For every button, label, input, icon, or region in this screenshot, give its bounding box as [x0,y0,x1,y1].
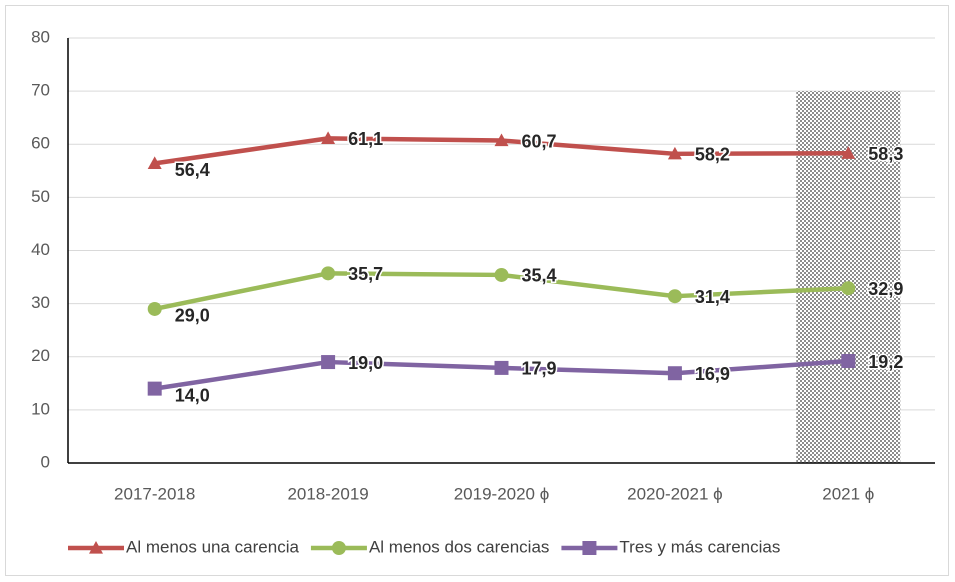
data-label: 56,4 [175,160,210,180]
marker [667,146,682,160]
data-label: 17,9 [522,359,557,379]
data-label: 61,1 [348,129,383,149]
y-tick-label: 70 [31,81,50,100]
y-tick-label: 0 [41,452,50,471]
legend-label: Tres y más carencias [619,537,780,556]
marker [494,360,509,375]
x-tick-label: 2021 ϕ [822,484,874,503]
marker [321,355,336,370]
marker [321,266,336,281]
x-tick-label: 2018-2019 [287,484,368,503]
y-tick-label: 80 [31,27,50,46]
data-label: 31,4 [695,287,730,307]
data-label: 19,0 [348,353,383,373]
x-tick-label: 2020-2021 ϕ [627,484,723,503]
marker [841,146,856,159]
data-label: 35,7 [348,264,383,284]
legend-label: Al menos dos carencias [369,537,549,556]
marker [331,541,346,555]
y-tick-label: 40 [31,240,50,259]
marker [841,354,856,368]
legend: Al menos una carencia Al menos dos carenc… [68,537,780,556]
x-tick-label: 2019-2020 ϕ [454,484,550,503]
legend-label: Al menos una carencia [126,537,299,556]
y-tick-label: 60 [31,134,50,153]
data-label: 60,7 [522,131,557,151]
data-label: 35,4 [522,266,557,286]
x-tick-label: 2017-2018 [114,484,195,503]
data-label: 19,2 [868,352,903,372]
marker [147,301,162,316]
marker [667,366,682,381]
marker [147,381,162,396]
marker [147,156,162,169]
marker [494,133,509,147]
data-label: 32,9 [868,279,903,299]
marker [321,131,336,145]
y-tick-label: 10 [31,399,50,418]
y-tick-label: 30 [31,293,50,312]
y-tick-label: 50 [31,187,50,206]
data-label: 14,0 [175,385,210,405]
data-label: 29,0 [175,306,210,326]
marker [89,541,103,554]
data-label: 58,2 [695,145,730,165]
data-label: 58,3 [868,144,903,164]
marker [582,541,597,555]
y-tick-label: 20 [31,346,50,365]
marker [494,267,509,282]
marker [667,289,682,304]
marker [841,281,856,296]
data-label: 16,9 [695,364,730,384]
